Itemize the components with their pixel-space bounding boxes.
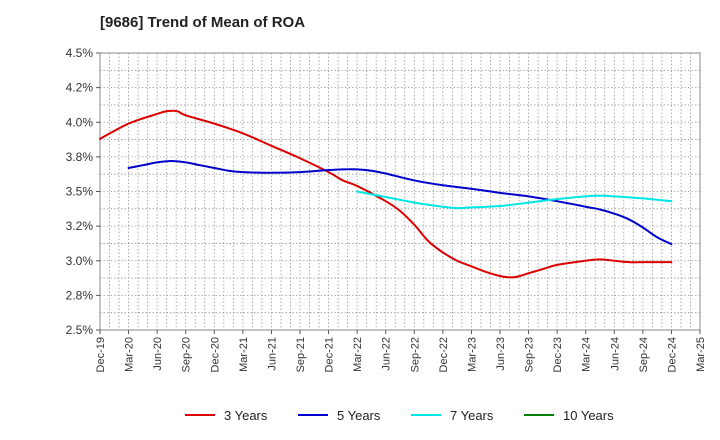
x-tick-label: Jun-22	[381, 337, 393, 371]
legend-label-7-years: 7 Years	[450, 408, 494, 423]
grid-layer	[100, 53, 700, 330]
x-tick-label: Mar-20	[124, 337, 136, 372]
y-tick-label: 3.5%	[66, 185, 94, 199]
x-tick-label: Sep-22	[409, 337, 421, 372]
x-tick-label: Mar-24	[581, 337, 593, 372]
y-tick-label: 2.8%	[66, 288, 94, 302]
series-line-5-years	[127, 160, 673, 246]
x-tick-label: Dec-19	[95, 337, 107, 372]
y-tick-label: 2.5%	[66, 323, 94, 337]
series-line-7-years	[356, 190, 673, 210]
x-tick-label: Jun-24	[609, 337, 621, 371]
x-tick-label: Mar-22	[352, 337, 364, 372]
y-tick-label: 3.0%	[66, 254, 94, 268]
x-tick-label: Dec-20	[209, 337, 221, 372]
y-axis-ticks: 2.5% 2.8% 3.0% 3.2% 3.5% 3.8% 4.0% 4.2% 4.5%	[66, 46, 100, 337]
x-tick-label: Sep-21	[295, 337, 307, 372]
x-tick-label: Mar-25	[695, 337, 707, 372]
y-tick-label: 3.2%	[66, 219, 94, 233]
x-tick-label: Sep-23	[524, 337, 536, 372]
y-tick-label: 4.5%	[66, 46, 94, 60]
x-tick-label: Sep-24	[638, 337, 650, 372]
y-tick-label: 4.0%	[66, 115, 94, 129]
legend-label-5-years: 5 Years	[337, 408, 381, 423]
x-tick-label: Mar-23	[466, 337, 478, 372]
x-tick-label: Jun-21	[266, 337, 278, 371]
chart-title: [9686] Trend of Mean of ROA	[100, 14, 306, 31]
x-tick-label: Dec-22	[438, 337, 450, 372]
legend-label-10-years: 10 Years	[563, 408, 614, 423]
x-tick-label: Jun-20	[152, 337, 164, 371]
legend: 3 Years 5 Years 7 Years 10 Years	[185, 408, 614, 423]
series-line-3-years	[99, 109, 673, 279]
legend-label-3-years: 3 Years	[224, 408, 268, 423]
y-tick-label: 4.2%	[66, 81, 94, 95]
x-axis-ticks: Dec-19 Mar-20 Jun-20 Sep-20 Dec-20 Mar-21 Jun-…	[95, 330, 707, 372]
x-tick-label: Dec-21	[324, 337, 336, 372]
plot-area-frame	[99, 52, 701, 331]
series-layer	[99, 109, 673, 279]
x-tick-label: Dec-23	[552, 337, 564, 372]
x-tick-label: Dec-24	[666, 337, 678, 372]
x-tick-label: Jun-23	[495, 337, 507, 371]
y-tick-label: 3.8%	[66, 150, 94, 164]
x-tick-label: Mar-21	[238, 337, 250, 372]
x-tick-label: Sep-20	[181, 337, 193, 372]
